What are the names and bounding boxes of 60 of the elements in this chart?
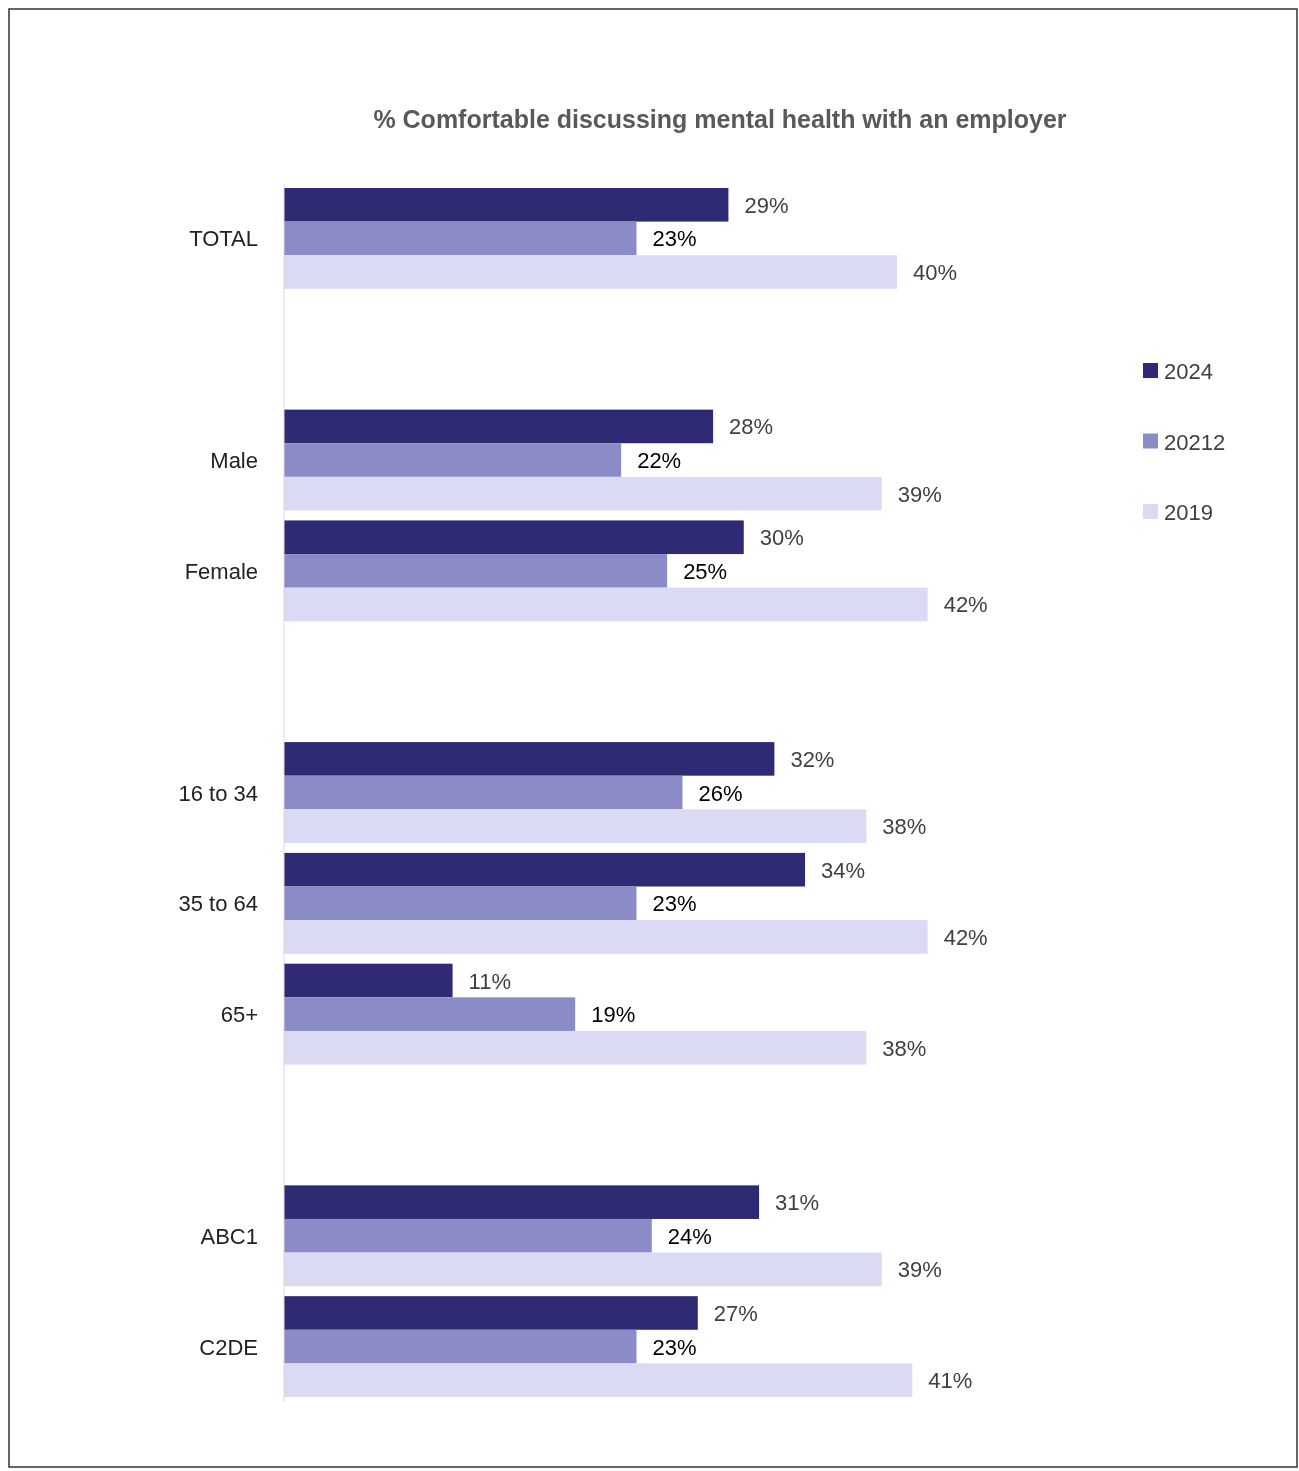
data-label: 19% [591,1002,636,1028]
chart-title: % Comfortable discussing mental health with an employer [373,105,1067,133]
bar [284,443,622,477]
data-label: 40% [913,260,958,286]
data-label: 22% [637,448,682,474]
bar [284,963,453,998]
data-label: 11% [468,968,511,994]
bar [284,1030,867,1065]
bar [284,920,928,954]
data-label: 32% [790,746,835,772]
y-tick-label: 65+ [220,1002,258,1028]
y-tick-label: Male [210,448,258,474]
data-label: 26% [698,780,743,806]
data-label: 23% [652,226,697,252]
data-label: 24% [667,1223,712,1249]
bar [284,587,928,622]
data-label: 29% [744,192,789,218]
y-tick-label: 35 to 64 [178,891,258,917]
bar [284,1185,760,1219]
data-label: 30% [759,525,804,551]
data-label: 27% [713,1300,758,1326]
data-label: 34% [821,857,866,883]
data-label: 41% [928,1368,973,1394]
data-label: 28% [729,414,774,440]
bar [284,476,882,511]
bar [284,255,897,289]
data-label: 42% [943,924,988,950]
bar [284,809,867,843]
data-label: 42% [943,592,988,618]
legend-label: 2019 [1164,500,1213,525]
bar [284,221,637,256]
data-label: 38% [882,814,927,840]
bar [284,554,668,588]
data-label: 38% [882,1035,927,1061]
bar [284,409,714,444]
bar [284,1296,698,1330]
bar [284,886,637,921]
bar [284,187,729,222]
data-label: 31% [775,1190,820,1216]
bar [284,1218,652,1253]
y-tick-label: 16 to 34 [178,780,258,806]
data-label: 23% [652,1334,697,1360]
data-label: 23% [652,891,697,917]
bar [284,520,744,555]
data-label: 25% [683,558,728,584]
legend-label: 20212 [1164,429,1226,455]
data-label: 39% [897,481,942,507]
data-label: 39% [897,1257,942,1283]
y-tick-label: Female [184,558,258,584]
y-tick-label: TOTAL [189,226,258,252]
bar [284,1329,637,1364]
y-tick-label: C2DE [199,1334,258,1360]
bar [284,742,775,776]
bar [284,997,576,1031]
bar [284,1363,913,1398]
bar [284,775,683,810]
y-tick-label: ABC1 [200,1223,258,1249]
legend-label: 2024 [1164,359,1213,384]
bar [284,1252,882,1287]
bar [284,852,806,887]
